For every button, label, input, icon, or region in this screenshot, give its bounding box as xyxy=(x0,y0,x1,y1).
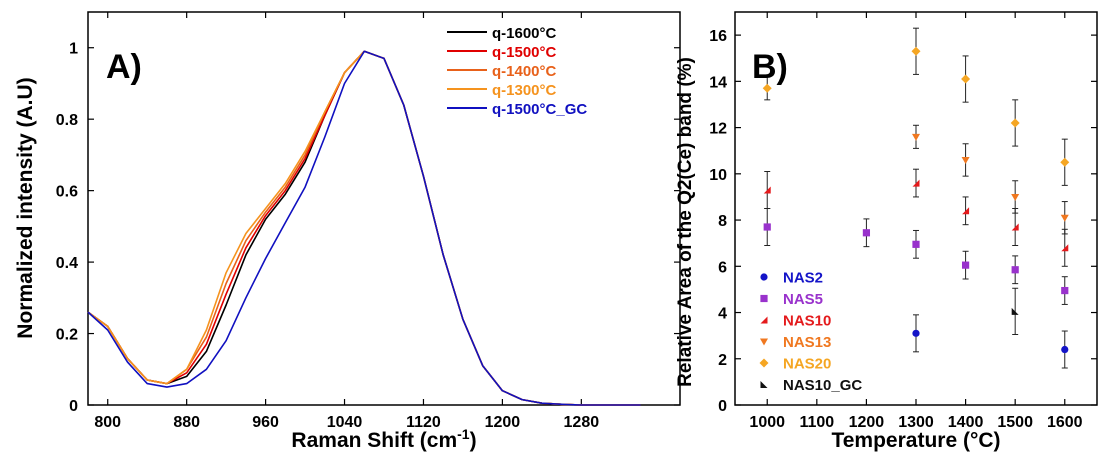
series-nas2 xyxy=(912,314,1069,369)
data-point-nas13 xyxy=(912,133,920,141)
panel-a-y-tick-label: 0 xyxy=(69,398,78,415)
panel-b-y-tick-label: 10 xyxy=(709,167,727,184)
panel-b-relative-area: 1000 1100 1200 1300 1400 1500 1600 0 2 4 6 8 10 12 14 1… xyxy=(675,11,1098,452)
data-point-nas13 xyxy=(961,156,970,164)
panel-a-y-axis-label: Normalized intensity (A.U) xyxy=(14,77,37,338)
panel-a-legend: q-1600°C q-1500°C q-1400°C q-1300°C q-1500°C… xyxy=(447,25,587,118)
panel-b-x-tick-label: 1300 xyxy=(898,414,934,431)
data-point-nas10 xyxy=(1011,223,1019,231)
series-nas10-gc xyxy=(1011,287,1019,335)
panel-b-label: B) xyxy=(752,48,788,86)
data-point-nas20 xyxy=(1060,157,1070,167)
panel-a-x-tick-label: 880 xyxy=(173,414,200,431)
panel-a-raman-spectra: 800 880 960 1040 1120 1200 128000.20.40.60.81 … xyxy=(14,11,681,452)
legend-label-nas5: NAS5 xyxy=(783,291,823,308)
panel-a-y-tick-label: 0.6 xyxy=(56,184,78,201)
panel-a-series xyxy=(87,50,641,406)
panel-a-ticks: 800 880 960 1040 1120 1200 1280 0 0.2 0.4 0.6 0.8 1 xyxy=(56,12,680,431)
panel-b-legend: NAS2 NAS5 NAS10 NAS13 NAS20 NAS10_GC xyxy=(759,270,862,394)
legend-label-nas20: NAS20 xyxy=(783,356,831,373)
data-point-nas10 xyxy=(962,207,970,215)
panel-a-x-tick-label: 1120 xyxy=(406,414,441,431)
data-point-nas2 xyxy=(912,329,920,337)
panel-a-x-axis-label-main: Raman Shift (cm xyxy=(291,429,457,452)
panel-b-ticks: 1000 1100 1200 1300 1400 1500 1600 0 2 4 6 8 10 12 14 1… xyxy=(709,12,1097,431)
panel-b-y-tick-label: 6 xyxy=(718,259,727,276)
data-point-nas13 xyxy=(1011,193,1020,201)
series-nas13 xyxy=(912,124,1069,235)
panel-b-y-tick-label: 2 xyxy=(718,352,727,369)
series-line-q-1500-c-gc xyxy=(87,50,641,406)
data-point-nas10 xyxy=(1061,244,1069,252)
panel-b-y-tick-label: 16 xyxy=(709,28,727,45)
legend-marker-nas5 xyxy=(760,294,768,303)
panel-b-y-axis-label: Relative Area of the Q2(Ce) band (%) xyxy=(675,57,696,387)
legend-label-q-1500-c-gc: q-1500°C_GC xyxy=(492,101,587,118)
data-point-nas5 xyxy=(763,223,771,231)
panel-b-y-tick-label: 4 xyxy=(718,306,727,323)
data-point-nas2 xyxy=(1061,345,1069,354)
panel-a-y-tick-label: 0.4 xyxy=(56,255,78,272)
panel-a-label: A) xyxy=(106,48,142,86)
panel-a-x-axis-label-sup: -1 xyxy=(457,426,470,442)
data-point-nas10 xyxy=(912,179,920,187)
data-point-nas5 xyxy=(961,261,970,269)
data-point-nas10-gc xyxy=(1011,307,1019,315)
legend-marker-nas10-gc xyxy=(760,381,768,388)
panel-b-y-tick-label: 12 xyxy=(709,121,727,138)
panel-b-x-tick-label: 1600 xyxy=(1047,414,1083,431)
legend-label-q-1600-c: q-1600°C xyxy=(492,25,557,42)
panel-b-x-tick-label: 1400 xyxy=(948,414,984,431)
panel-a-x-tick-label: 1280 xyxy=(564,414,600,431)
data-point-nas13 xyxy=(1060,214,1069,222)
legend-label-nas2: NAS2 xyxy=(783,270,823,287)
legend-label-nas13: NAS13 xyxy=(783,334,831,351)
panel-a-x-tick-label: 1200 xyxy=(485,414,521,431)
panel-b-x-tick-label: 1000 xyxy=(749,414,785,431)
panel-b-series xyxy=(762,27,1070,369)
panel-a-x-tick-label: 800 xyxy=(94,414,121,431)
data-point-nas5 xyxy=(1011,266,1019,274)
panel-a-x-tick-label: 1040 xyxy=(327,414,363,431)
data-point-nas5 xyxy=(912,240,920,248)
data-point-nas5 xyxy=(1061,286,1069,295)
legend-marker-nas20 xyxy=(759,358,769,368)
legend-label-nas10-gc: NAS10_GC xyxy=(783,377,862,394)
legend-label-q-1400-c: q-1400°C xyxy=(492,63,557,80)
panel-a-x-axis-label: Raman Shift (cm-1) xyxy=(291,426,476,452)
legend-label-nas10: NAS10 xyxy=(783,313,831,330)
panel-a-y-tick-label: 0.8 xyxy=(56,112,78,129)
panel-a-y-tick-label: 0.2 xyxy=(56,327,78,344)
panel-a-x-tick-label: 960 xyxy=(252,414,279,431)
data-point-nas20 xyxy=(1010,118,1020,128)
legend-label-q-1300-c: q-1300°C xyxy=(492,82,557,99)
panel-b-x-axis-label: Temperature (°C) xyxy=(831,429,1000,452)
panel-b-x-tick-label: 1500 xyxy=(997,414,1033,431)
data-point-nas20 xyxy=(961,74,971,84)
panel-b-x-tick-label: 1200 xyxy=(849,414,885,431)
panel-a-x-axis-label-close: ) xyxy=(470,429,477,452)
legend-marker-nas13 xyxy=(760,338,768,346)
data-point-nas20 xyxy=(762,83,772,93)
data-point-nas5 xyxy=(862,229,871,237)
legend-label-q-1500-c: q-1500°C xyxy=(492,44,557,61)
data-point-nas10 xyxy=(763,186,771,194)
panel-b-y-tick-label: 14 xyxy=(709,74,727,91)
series-nas20 xyxy=(762,27,1070,186)
panel-b-x-tick-label: 1100 xyxy=(799,414,834,431)
legend-marker-nas2 xyxy=(760,273,768,281)
panel-b-y-tick-label: 0 xyxy=(718,398,727,415)
panel-a-y-tick-label: 1 xyxy=(69,41,78,58)
panel-b-y-tick-label: 8 xyxy=(718,213,727,230)
data-point-nas20 xyxy=(911,46,921,56)
legend-marker-nas10 xyxy=(760,316,768,324)
panel-a-plot-frame xyxy=(87,11,681,406)
